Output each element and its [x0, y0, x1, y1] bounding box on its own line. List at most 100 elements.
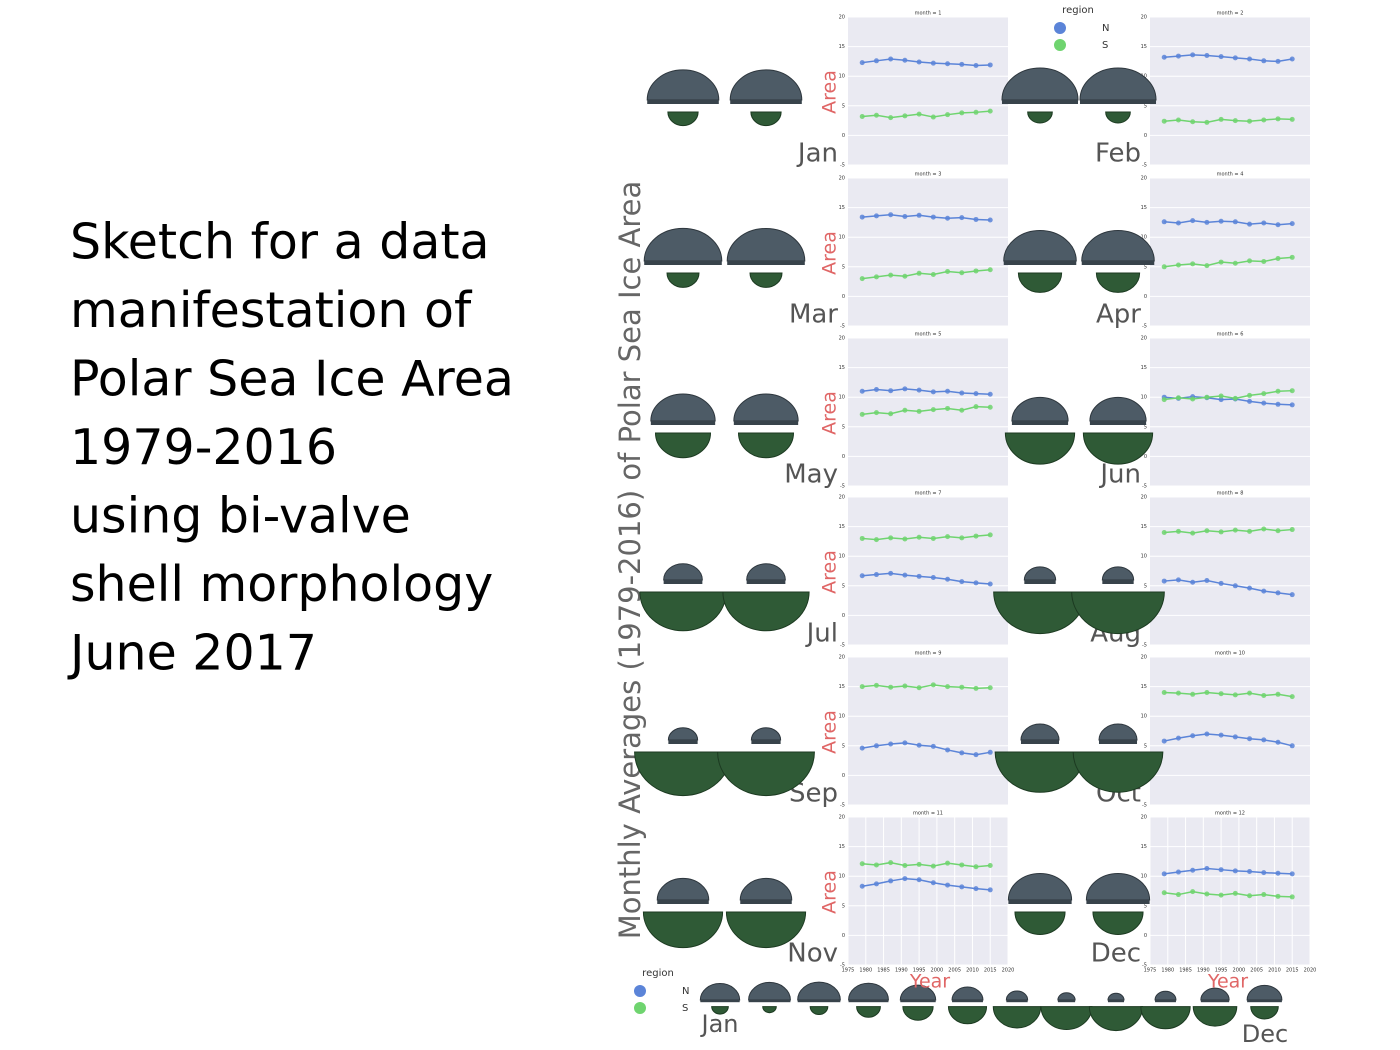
data-point	[1190, 579, 1196, 585]
y-tick-label: 10	[839, 874, 845, 880]
data-point	[902, 876, 908, 882]
data-point	[1175, 117, 1181, 123]
shell-bottom	[1250, 1006, 1279, 1020]
shell-bottom	[749, 272, 783, 288]
shell-top	[699, 983, 741, 1001]
shell-top	[1057, 992, 1076, 1001]
shell-hinge	[952, 1000, 983, 1003]
data-point	[1261, 692, 1267, 698]
series-line	[1164, 54, 1293, 63]
data-point	[959, 390, 965, 396]
y-axis-label: Area	[819, 710, 841, 754]
data-point	[1275, 116, 1281, 122]
data-point	[945, 576, 951, 582]
data-point	[1247, 56, 1253, 62]
data-point	[1261, 588, 1267, 594]
y-tick-label: 15	[839, 684, 845, 690]
shell-bottom	[1095, 272, 1141, 293]
y-tick-label: -5	[1142, 643, 1147, 649]
shell-bottom	[902, 1006, 934, 1021]
shell-top	[1023, 566, 1057, 581]
y-tick-label: 10	[839, 74, 845, 80]
shell-bottom	[737, 432, 795, 459]
y-tick-label: 15	[839, 205, 845, 211]
shell-bottom	[634, 751, 732, 796]
series-line	[1164, 579, 1293, 596]
data-point	[1247, 868, 1253, 874]
slide-text: Sketch for a data	[70, 214, 490, 271]
slide-text: June 2017	[67, 625, 317, 682]
shell-hinge	[1086, 900, 1150, 904]
data-point	[1247, 398, 1253, 404]
y-tick-label: 5	[842, 743, 845, 749]
shell-hinge	[900, 1000, 936, 1003]
x-tick-label: 2005	[948, 968, 961, 974]
shell-bottom	[1072, 751, 1164, 793]
panel-title: month = 1	[915, 11, 942, 17]
y-tick-label: -5	[1142, 324, 1147, 330]
data-point	[959, 579, 965, 585]
shell-bottom	[947, 1006, 988, 1025]
data-point	[945, 684, 951, 690]
shell-bottom	[725, 911, 807, 949]
data-point	[987, 863, 993, 869]
legend-label: N	[682, 986, 689, 997]
data-point	[873, 274, 879, 280]
data-point	[888, 115, 894, 121]
shell-hinge	[650, 421, 716, 425]
y-axis-label: Area	[819, 70, 841, 114]
x-tick-label: 2000	[931, 968, 944, 974]
data-point	[973, 886, 979, 892]
panel-title: month = 11	[913, 811, 943, 817]
shell-bottom	[1140, 1006, 1191, 1030]
y-tick-label: -5	[840, 163, 845, 169]
shell-top	[1098, 723, 1138, 741]
data-point	[1247, 690, 1253, 696]
data-point	[1190, 530, 1196, 536]
shell-bottom	[711, 1006, 729, 1015]
data-point	[1232, 527, 1238, 533]
data-point	[1161, 530, 1167, 536]
month-label: Dec	[1091, 939, 1141, 969]
data-point	[859, 214, 865, 220]
data-point	[1275, 590, 1281, 596]
strip-label: Jan	[700, 1010, 739, 1038]
data-point	[973, 752, 979, 758]
data-point	[1232, 734, 1238, 740]
y-tick-label: 20	[839, 495, 845, 501]
data-point	[1175, 869, 1181, 875]
data-point	[1275, 691, 1281, 697]
shell-hinge	[1006, 1000, 1028, 1003]
series-line	[1164, 118, 1293, 124]
data-point	[916, 861, 922, 867]
slide-text: Polar Sea Ice Area	[70, 351, 514, 408]
data-point	[1289, 254, 1295, 260]
data-point	[873, 58, 879, 64]
data-point	[987, 887, 993, 893]
legend-swatch	[634, 985, 646, 997]
data-point	[973, 404, 979, 410]
series-line	[1164, 867, 1293, 875]
shell-bottom	[1082, 432, 1154, 465]
series-line	[862, 269, 991, 280]
shell-top	[848, 982, 889, 1001]
data-point	[916, 685, 922, 691]
data-point	[945, 112, 951, 118]
month-label: Jul	[805, 619, 838, 649]
data-point	[859, 861, 865, 867]
data-point	[1261, 258, 1267, 264]
y-tick-label: 0	[842, 933, 845, 939]
data-point	[1175, 528, 1181, 534]
data-point	[888, 56, 894, 62]
panel-background	[848, 497, 1008, 645]
data-point	[1232, 583, 1238, 589]
data-point	[945, 534, 951, 540]
series-line	[862, 58, 991, 67]
data-point	[1261, 737, 1267, 743]
shell-hinge	[700, 1000, 740, 1003]
data-point	[930, 271, 936, 277]
data-point	[1289, 743, 1295, 749]
data-point	[1232, 55, 1238, 61]
